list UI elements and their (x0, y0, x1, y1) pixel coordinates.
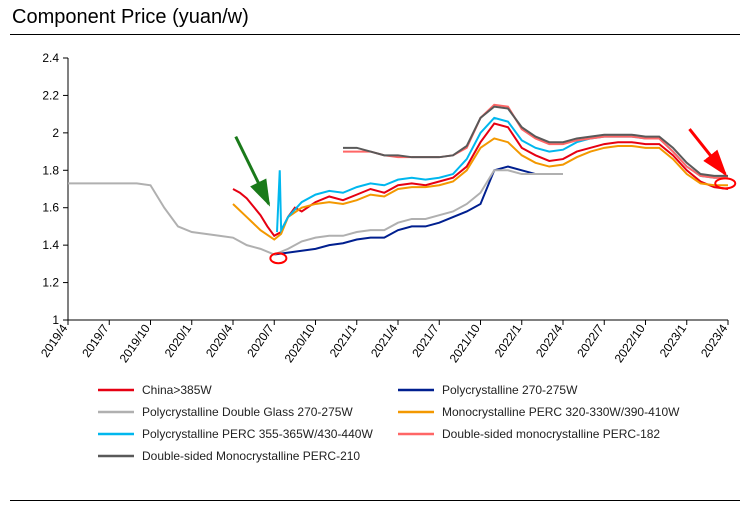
y-tick-label: 2.4 (42, 51, 59, 65)
legend-label: Double-sided monocrystalline PERC-182 (442, 427, 660, 441)
x-tick-label: 2019/4 (38, 321, 71, 359)
x-tick-label: 2020/4 (203, 321, 236, 359)
legend-label: Double-sided Monocrystalline PERC-210 (142, 449, 360, 463)
x-tick-label: 2023/4 (698, 321, 731, 359)
legend: China>385W Polycrystalline 270-275W Polycr… (98, 383, 680, 463)
rule-top (10, 34, 740, 35)
annotation-circle (715, 178, 735, 188)
chart-area: 11.21.41.61.822.22.42019/42019/72019/102… (10, 40, 740, 495)
legend-label: China>385W (142, 383, 212, 397)
x-tick-label: 2022/4 (533, 321, 566, 359)
rule-bottom (10, 500, 740, 501)
series-poly_270_275 (274, 167, 535, 255)
x-tick-label: 2021/10 (447, 321, 484, 365)
annotation-arrow (690, 129, 726, 174)
chart-svg: 11.21.41.61.822.22.42019/42019/72019/102… (10, 40, 740, 495)
x-tick-label: 2020/10 (282, 321, 319, 365)
y-tick-label: 1.4 (42, 238, 59, 252)
chart-page: Component Price (yuan/w) 11.21.41.61.822… (0, 0, 750, 514)
legend-label: Monocrystalline PERC 320-330W/390-410W (442, 405, 680, 419)
y-tick-label: 1.8 (42, 163, 59, 177)
x-tick-label: 2022/1 (492, 321, 525, 359)
y-tick-label: 2 (52, 126, 59, 140)
x-tick-label: 2019/7 (79, 321, 112, 359)
x-tick-label: 2023/1 (657, 321, 690, 359)
x-tick-label: 2020/1 (162, 321, 195, 359)
x-tick-label: 2020/7 (244, 321, 277, 359)
legend-label: Polycrystalline 270-275W (442, 383, 578, 397)
x-tick-label: 2021/1 (327, 321, 360, 359)
y-tick-label: 1.6 (42, 201, 59, 215)
x-tick-label: 2021/4 (368, 321, 401, 359)
x-tick-label: 2022/7 (574, 321, 607, 359)
series-mono_perc_320_410 (233, 138, 728, 239)
series-ds_mono_perc_210 (343, 107, 728, 176)
chart-title: Component Price (yuan/w) (12, 6, 249, 29)
x-tick-label: 2021/7 (409, 321, 442, 359)
x-tick-label: 2022/10 (612, 321, 649, 365)
legend-label: Polycrystalline PERC 355-365W/430-440W (142, 427, 373, 441)
y-tick-label: 1.2 (42, 276, 59, 290)
series-china_gt_385w (233, 124, 728, 236)
series-poly_perc_355_440 (277, 118, 728, 232)
y-tick-label: 2.2 (42, 88, 59, 102)
x-tick-label: 2019/10 (117, 321, 154, 365)
series-ds_mono_perc_182 (343, 105, 728, 178)
legend-label: Polycrystalline Double Glass 270-275W (142, 405, 353, 419)
